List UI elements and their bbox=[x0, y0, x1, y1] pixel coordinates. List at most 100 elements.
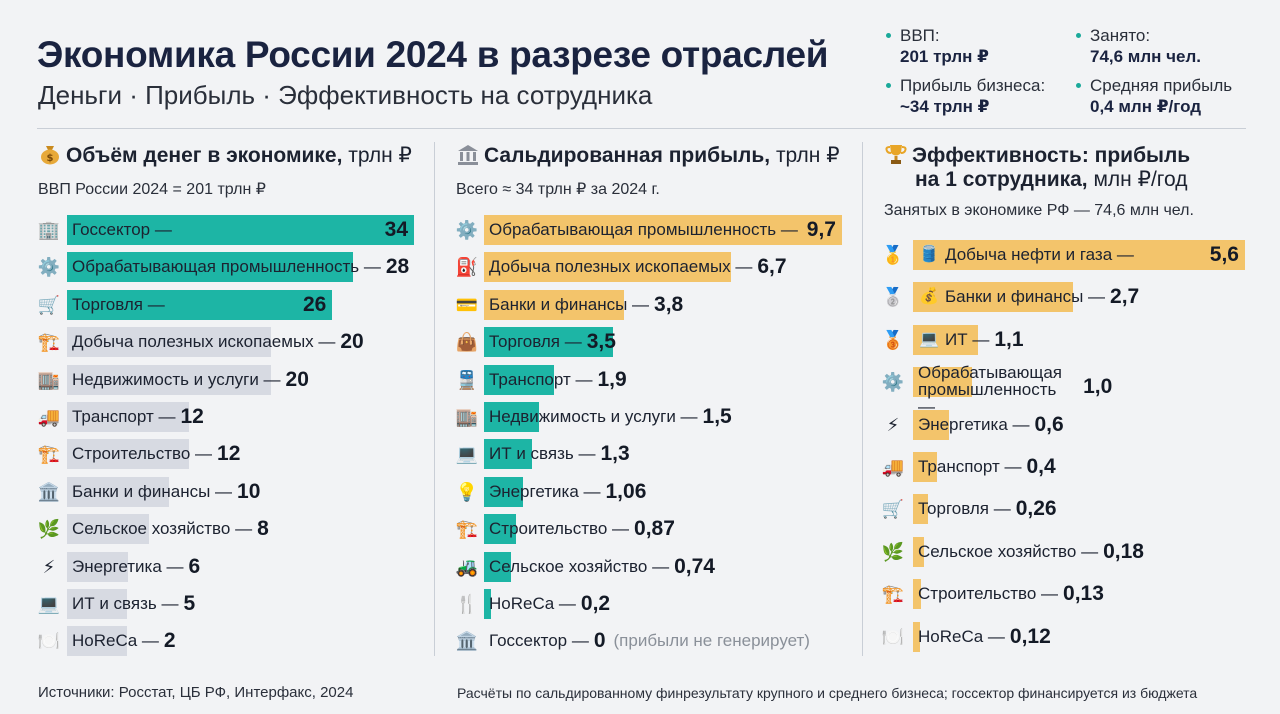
money-bag-icon: 💰 bbox=[919, 288, 939, 306]
bar bbox=[913, 536, 924, 567]
bar-row: 🥉 💻 ИТ —1,1 bbox=[880, 324, 1280, 355]
bar-row: 💡 Энергетика —1,06 bbox=[454, 476, 952, 507]
bar-row: ⚙️ Обрабатывающая промышленность —28 bbox=[36, 252, 523, 283]
stat-value: 0,4 млн ₽/год bbox=[1090, 97, 1202, 116]
bulb-icon: 💡 bbox=[455, 481, 479, 502]
bar bbox=[913, 409, 949, 440]
bar-label: Торговля — bbox=[918, 499, 1011, 519]
bar-value: 1,9 bbox=[597, 367, 627, 391]
laptop-icon: 💻 bbox=[455, 444, 479, 465]
bar-value: 12 bbox=[217, 442, 241, 466]
bar-row: 🚆 Транспорт —1,9 bbox=[454, 364, 952, 395]
bar bbox=[484, 439, 532, 470]
bar bbox=[67, 252, 353, 283]
wheat-icon: 🌿 bbox=[37, 519, 61, 540]
bar-label: Обрабатывающая промышленность — bbox=[489, 220, 798, 239]
bar-value: 20 bbox=[285, 367, 309, 391]
bar-label: Строительство — bbox=[489, 519, 630, 539]
bar-label: Обрабатывающая промышленность — bbox=[72, 257, 381, 277]
bar-row: 🏛️ Госсектор —0 (прибыли не генерирует) bbox=[454, 626, 952, 656]
office-icon: 🏬 bbox=[455, 407, 479, 427]
bar-row: ⚡ Энергетика —6 bbox=[36, 551, 523, 582]
bar bbox=[67, 514, 149, 545]
wheat-icon: 🌿 bbox=[881, 541, 905, 562]
oil-barrel-icon: 🛢️ bbox=[919, 246, 939, 263]
card-icon: 💳 bbox=[455, 294, 479, 315]
gear-icon: ⚙️ bbox=[455, 220, 479, 240]
bar-value: 20 bbox=[340, 330, 364, 354]
bar-value: 34 bbox=[384, 218, 408, 241]
bar-label: HoReCa — bbox=[72, 631, 159, 651]
bar-row: 🍴 HoReCa —0,2 bbox=[454, 589, 952, 619]
stat-gdp: ВВП: 201 трлн ₽ bbox=[886, 25, 989, 67]
bar-row: ⚙️ Обрабатывающая промышленность — 1,0 bbox=[880, 364, 1280, 415]
bar-value: 5 bbox=[183, 592, 196, 615]
profit-title-bold: Сальдированная прибыль, bbox=[484, 144, 771, 167]
bar-value: 2 bbox=[163, 629, 176, 653]
bar-value: 1,06 bbox=[605, 479, 647, 503]
laptop-icon: 💻 bbox=[919, 330, 939, 348]
bar bbox=[484, 589, 492, 619]
bronze-medal-icon: 🥉 bbox=[881, 329, 905, 350]
bar-label: Энергетика — bbox=[72, 556, 184, 576]
bar-row: 🚜 Сельское хозяйство —0,74 bbox=[454, 551, 952, 582]
bank-icon bbox=[458, 145, 478, 165]
efficiency-panel-title-line2: на 1 сотрудника, млн ₽/год bbox=[884, 168, 1194, 192]
bar-label: Транспорт — bbox=[918, 457, 1022, 476]
bar-value: 0,18 bbox=[1103, 539, 1144, 563]
bar-row: 🏗️ Строительство —0,13 bbox=[880, 579, 1280, 610]
bar-row: 🥈 💰 Банки и финансы —2,7 bbox=[880, 282, 1280, 313]
stat-value: 201 трлн ₽ bbox=[900, 47, 989, 66]
svg-text:$: $ bbox=[47, 153, 54, 164]
bar-row: 🛒 Торговля —0,26 bbox=[880, 494, 1280, 525]
profit-panel-subtitle: Всего ≈ 34 трлн ₽ за 2024 г. bbox=[456, 181, 660, 198]
crane-icon: 🏗️ bbox=[881, 584, 905, 605]
stat-business-profit: Прибыль бизнеса: ~34 трлн ₽ bbox=[886, 75, 1045, 117]
profit-panel-title: Сальдированная прибыль, трлн ₽ bbox=[456, 143, 840, 168]
page-subtitle: Деньги · Прибыль · Эффективность на сотр… bbox=[38, 80, 653, 110]
bar bbox=[484, 327, 614, 358]
bank-icon: 🏛️ bbox=[37, 481, 61, 502]
bar-value: 1,3 bbox=[600, 442, 630, 466]
bar-value: 0,26 bbox=[1015, 497, 1057, 521]
bar-value: 0,4 bbox=[1026, 455, 1056, 478]
bar-value: 10 bbox=[237, 479, 261, 503]
bar-row: 🍽️ HoReCa —2 bbox=[36, 626, 523, 657]
bar-label: Банки и финансы — bbox=[945, 287, 1106, 307]
efficiency-title-unit: млн ₽/год bbox=[1087, 168, 1188, 191]
sources-footnote: Источники: Росстат, ЦБ РФ, Интерфакс, 20… bbox=[38, 684, 354, 701]
bar-label: ИТ и связь — bbox=[72, 594, 179, 613]
bar bbox=[913, 367, 973, 398]
crane-icon: 🏗️ bbox=[37, 332, 61, 353]
efficiency-title-line1: Эффективность: прибыль bbox=[912, 144, 1191, 167]
bar bbox=[484, 215, 842, 245]
money-panel-header: $ Объём денег в экономике, трлн ₽ ВВП Ро… bbox=[38, 143, 412, 199]
gold-medal-icon: 🥇 bbox=[881, 245, 905, 265]
bar-row: 👜 Торговля —3,5 bbox=[454, 327, 952, 358]
column-divider bbox=[862, 142, 863, 656]
bullet-icon bbox=[886, 83, 891, 88]
bar-value: 3,8 bbox=[654, 292, 684, 316]
bar-row: 🚚 Транспорт —12 bbox=[36, 402, 523, 432]
bar-row: 🚚 Транспорт —0,4 bbox=[880, 452, 1280, 482]
bar-row: 💻 ИТ и связь —5 bbox=[36, 589, 523, 619]
bar bbox=[67, 327, 272, 358]
stat-value: ~34 трлн ₽ bbox=[900, 97, 990, 116]
bar-value: 9,7 bbox=[806, 218, 836, 241]
bar-value: 0,6 bbox=[1034, 412, 1064, 436]
fork-icon: 🍴 bbox=[455, 594, 479, 614]
bar-label: Недвижимость и услуги — bbox=[489, 407, 698, 426]
bank-icon: 🏛️ bbox=[455, 631, 479, 652]
bar bbox=[484, 476, 524, 507]
bar-note: (прибыли не генерирует) bbox=[613, 631, 810, 651]
lightning-icon: ⚡ bbox=[42, 556, 56, 577]
bar-label: Банки и финансы — bbox=[489, 294, 650, 314]
bar-value: 8 bbox=[257, 517, 269, 541]
bar-row: 🏛️ Банки и финансы —10 bbox=[36, 476, 523, 507]
column-divider bbox=[434, 142, 435, 656]
bar-label: Добыча полезных ископаемых — bbox=[72, 332, 336, 352]
bar-value: 6 bbox=[188, 554, 201, 578]
bar-label: HoReCa — bbox=[489, 594, 576, 613]
bar-label: ИТ — bbox=[945, 329, 990, 349]
bar-row: 💻 ИТ и связь —1,3 bbox=[454, 439, 952, 470]
